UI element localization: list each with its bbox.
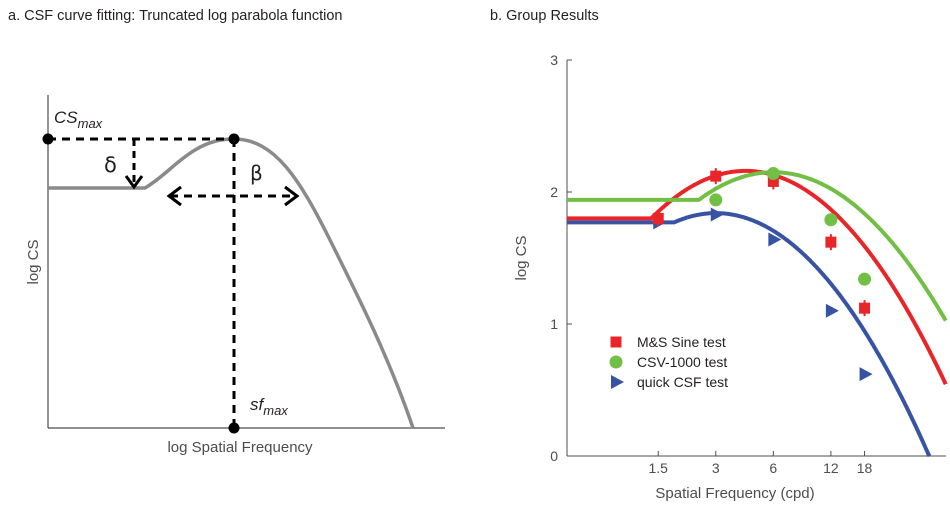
y-tick-label: 3 [550,52,558,68]
data-point-circle [824,213,838,227]
chart-a: CSmax sfmax δ β log Spatial Frequency lo… [25,95,445,456]
beta-arrow-left-head [166,185,182,207]
legend-label: CSV-1000 test [637,354,727,370]
delta-arrow-head [124,175,144,190]
panel-b-title: b. Group Results [490,8,599,24]
beta-arrow-right-head [284,185,300,207]
panel-b-curves [567,168,948,458]
sf-max-label-base: sf [250,395,266,414]
sf-max-label: sfmax [250,395,288,418]
data-point-square [652,212,664,224]
data-point-square [859,302,871,314]
legend-marker-circle [609,355,623,369]
curve-square [567,168,948,386]
sf-max-label-sub: max [263,403,288,418]
y-tick-label: 2 [550,184,558,200]
panel-b-y-label: log CS [513,235,530,280]
data-point-circle [858,272,872,286]
cs-max-point [42,133,54,145]
x-tick-label: 12 [823,460,839,476]
data-point-triangle-right [768,232,782,247]
legend-marker-triangle-right [611,375,624,389]
data-point-square [767,175,779,187]
panel-b-markers [652,167,873,382]
panel-b-x-label: Spatial Frequency (cpd) [655,485,814,502]
x-tick-label: 18 [857,460,873,476]
curve-circle [567,170,948,322]
data-point-circle [766,167,780,181]
x-tick-label: 6 [769,460,777,476]
panel-b-legend: M&S Sine test CSV-1000 test quick CSF test [609,334,728,390]
sf-max-point [228,422,240,434]
data-point-triangle-right [825,303,839,318]
cs-max-label: CSmax [54,108,103,131]
cs-max-label-sub: max [78,116,103,131]
delta-label: δ [104,153,117,177]
x-tick-label: 3 [712,460,720,476]
legend-marker-square [610,336,622,348]
data-point-triangle-right [710,207,724,222]
panel-a-csf-curve [48,137,415,429]
y-tick-label: 1 [550,316,558,332]
data-point-triangle-right [859,367,873,382]
peak-point [228,133,240,145]
legend-label: M&S Sine test [637,334,726,350]
panel-a-y-label: log CS [25,239,42,284]
curve-triangle-right [567,211,932,458]
data-point-circle [709,193,723,207]
cs-max-label-base: CS [54,108,78,127]
data-point-square [825,236,837,248]
panel-a-x-label: log Spatial Frequency [167,439,313,456]
beta-label: β [250,161,263,185]
data-point-square [710,170,722,182]
panel-a-title: a. CSF curve fitting: Truncated log para… [8,8,343,24]
legend-label: quick CSF test [637,374,728,390]
y-tick-label: 0 [550,448,558,464]
x-tick-label: 1.5 [648,460,668,476]
